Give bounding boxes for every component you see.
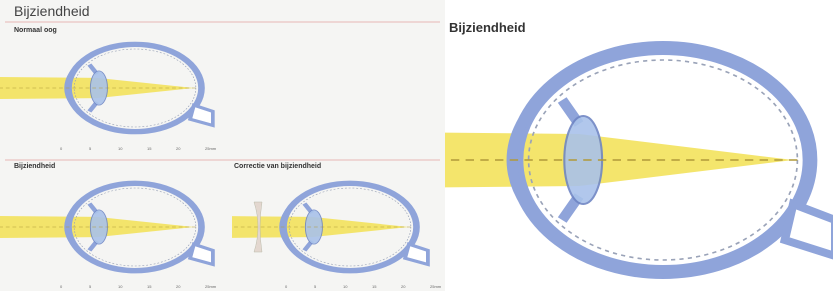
scale-label: 15 <box>147 146 152 151</box>
scale-label: 10 <box>343 284 348 289</box>
section-label: Normaal oog <box>14 27 57 34</box>
left-background <box>0 0 445 291</box>
scale-label: 20 <box>176 284 181 289</box>
scale-label: 15 <box>147 284 152 289</box>
page: Bijziendheid Normaal oog Bijziendheid Co… <box>0 0 833 291</box>
scale-label: 15 <box>372 284 377 289</box>
left-title: Bijziendheid <box>14 3 90 19</box>
section-label: Correctie van bijziendheid <box>234 163 321 170</box>
scale-label: 25mm <box>205 284 217 289</box>
section-label: Bijziendheid <box>14 163 55 170</box>
scale-label: 20 <box>401 284 406 289</box>
scale-label: 20 <box>176 146 181 151</box>
scale-label: 25mm <box>205 146 217 151</box>
scale-label: 25mm <box>430 284 442 289</box>
scale-label: 10 <box>118 284 123 289</box>
right-title: Bijziendheid <box>449 20 526 35</box>
scale-label: 10 <box>118 146 123 151</box>
